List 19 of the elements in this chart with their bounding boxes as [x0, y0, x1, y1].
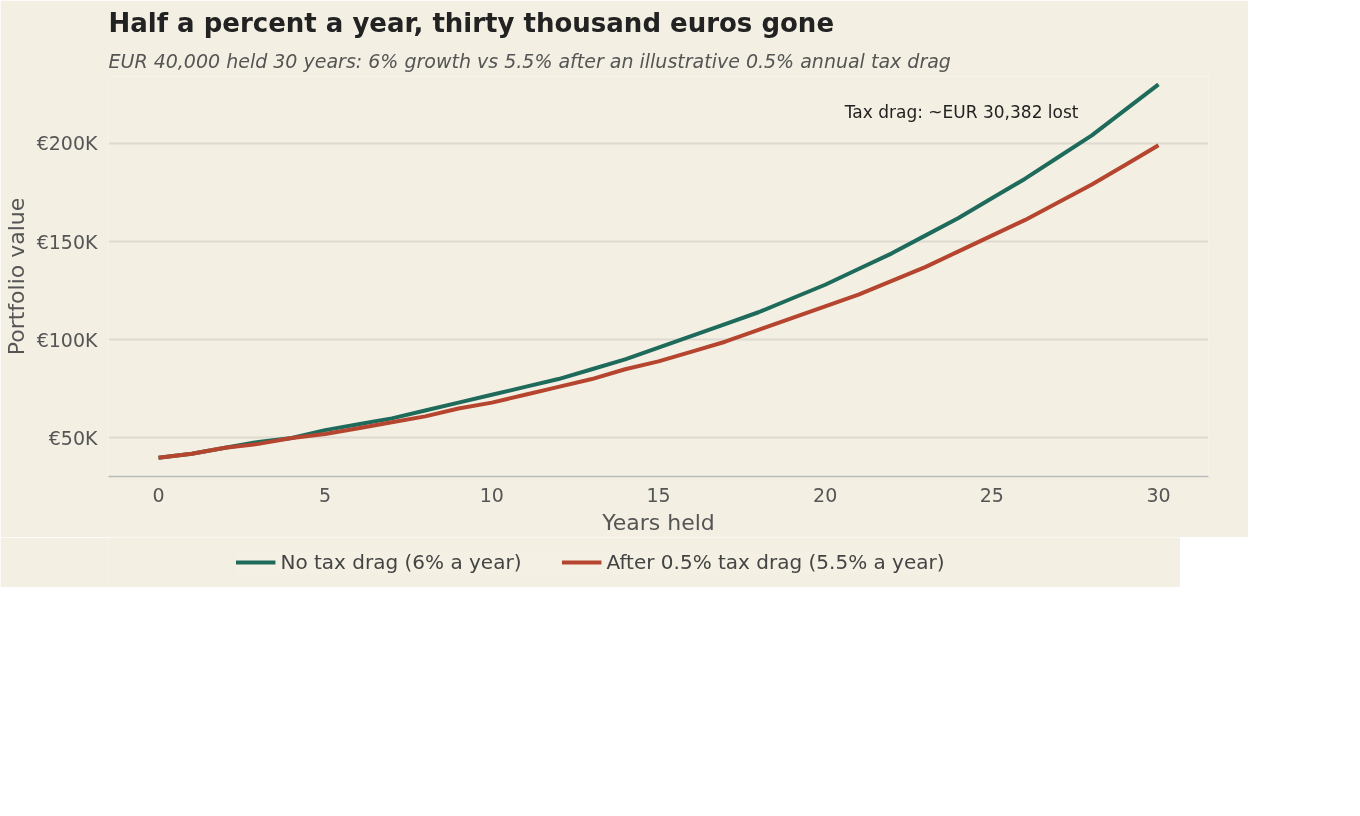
x-tick-label: 15: [646, 483, 671, 506]
annotation: Tax drag: ~EUR 30,382 lost: [843, 101, 1079, 122]
y-tick-label: €50K: [48, 426, 99, 449]
x-tick-label: 0: [152, 483, 165, 506]
x-tick-label: 25: [979, 483, 1004, 506]
chart-title: Half a percent a year, thirty thousand euros gone: [108, 7, 835, 38]
y-tick-label: €150K: [36, 230, 99, 253]
x-tick-label: 10: [479, 483, 504, 506]
line-series: [156, 143, 1161, 460]
x-tick-label: 30: [1146, 483, 1171, 506]
x-tick-label: 5: [319, 483, 332, 506]
y-tick-label: €200K: [36, 132, 99, 155]
y-axis-title: Portfolio value: [3, 197, 29, 356]
x-axis-title: Years held: [601, 509, 715, 535]
y-tick-label: €100K: [36, 328, 99, 351]
legend-label: No tax drag (6% a year): [280, 550, 522, 574]
x-tick-label: 20: [813, 483, 838, 506]
chart-subtitle: EUR 40,000 held 30 years: 6% growth vs 5.5% after an illustrative 0.5% annual tax drag: [108, 49, 951, 72]
legend-label: After 0.5% tax drag (5.5% a year): [606, 550, 945, 574]
